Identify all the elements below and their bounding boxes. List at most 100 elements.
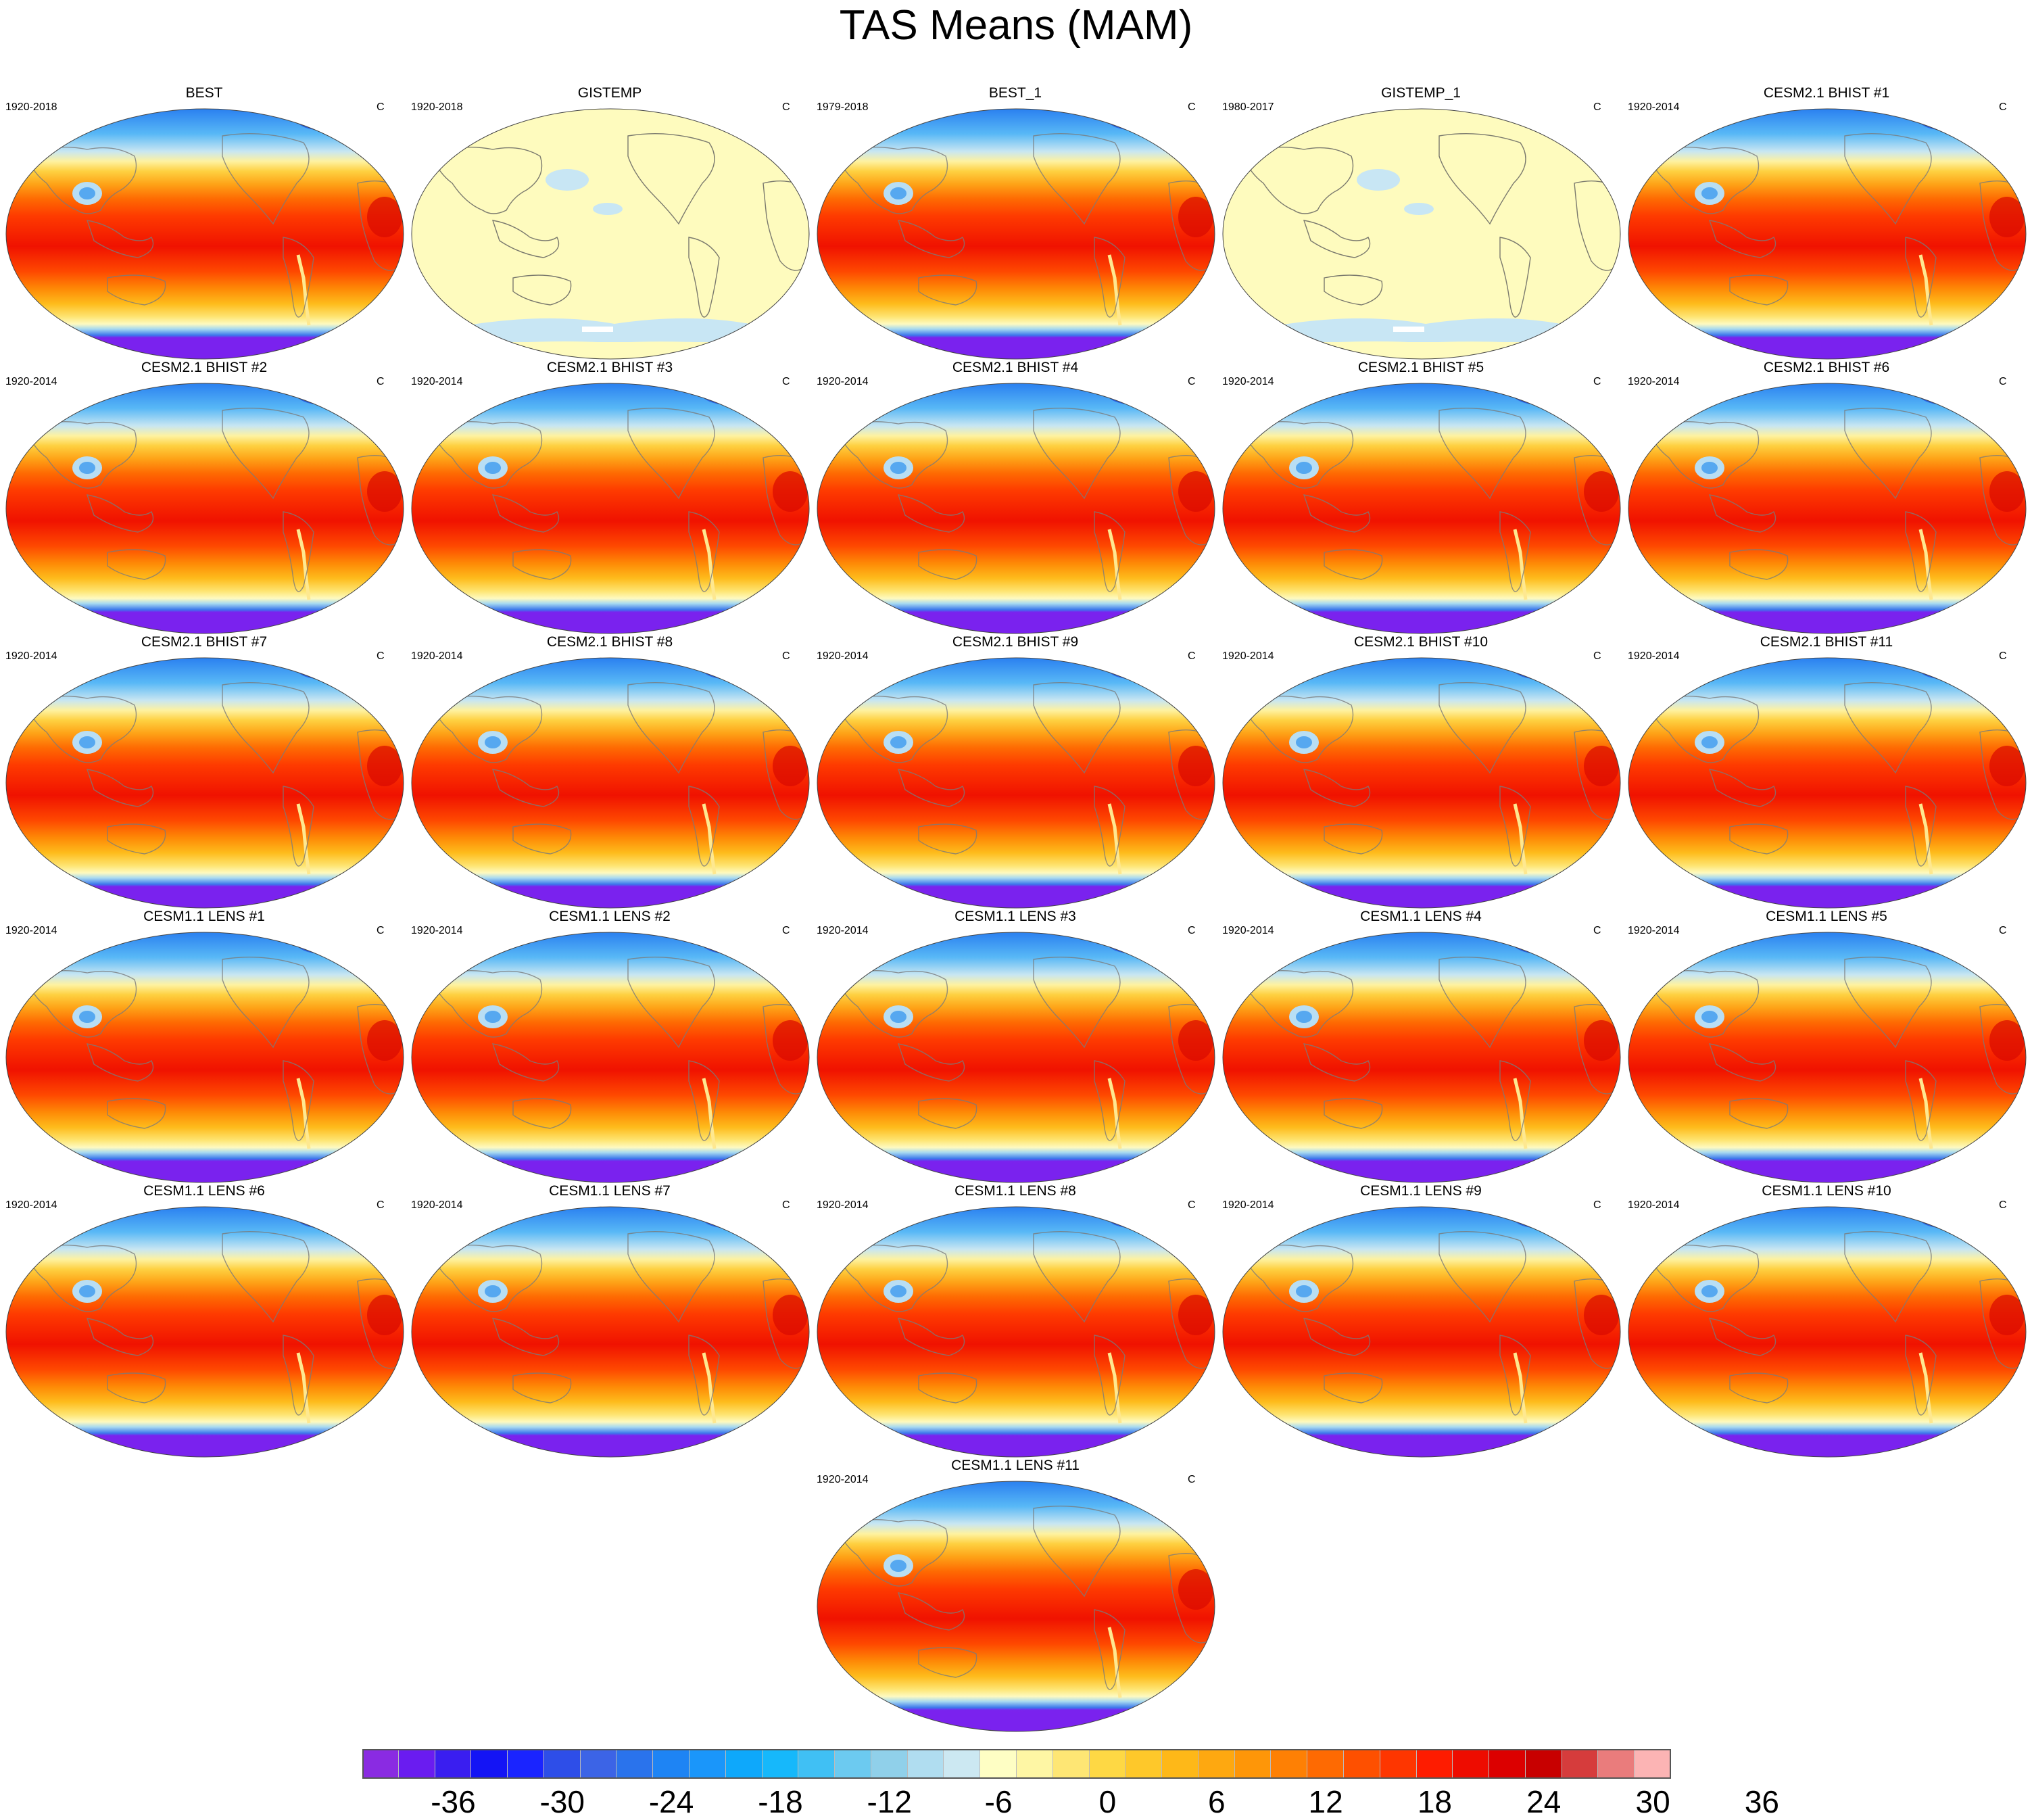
coastline	[627, 407, 715, 500]
tibet-cold-core	[79, 1285, 95, 1297]
andes-cool-streak	[1918, 803, 1933, 875]
map-boundary	[5, 932, 404, 1183]
panel-period: 1979-2018	[817, 101, 869, 113]
tibet-cold-core	[1296, 1285, 1312, 1297]
coastline	[302, 661, 349, 679]
coastline	[107, 1372, 166, 1404]
colorbar-tick-label: 0	[1098, 1784, 1117, 1819]
coastline	[1729, 1098, 1789, 1129]
colorbar-box	[690, 1749, 726, 1777]
colorbar-tick-label: -6	[984, 1784, 1013, 1819]
coastline	[1519, 936, 1566, 954]
colorbar-box	[980, 1749, 1017, 1777]
andes-cool-streak	[296, 254, 311, 326]
coastline	[1648, 147, 1760, 214]
coastline	[837, 421, 948, 489]
africa-hot-patch	[1584, 1295, 1619, 1335]
colorbar-tick-label: 36	[1744, 1784, 1780, 1819]
temperature-field	[6, 383, 404, 633]
map-boundary	[1628, 657, 2027, 909]
antarctica-cold	[1263, 886, 1588, 908]
panel-units: C	[377, 1199, 385, 1211]
coastline	[1324, 549, 1383, 580]
map-panel: CESM1.1 LENS #1 1920-2014 C	[1, 909, 407, 1186]
panel-units: C	[1188, 650, 1196, 662]
map-panel: CESM1.1 LENS #6 1920-2014 C	[1, 1183, 407, 1460]
coastline	[1979, 729, 2026, 820]
tibet-cold-core	[1296, 462, 1312, 474]
coastline	[1168, 454, 1215, 546]
antarctica-cold	[452, 886, 777, 908]
coastline	[1499, 237, 1531, 318]
tibet-cold-core	[79, 1011, 95, 1023]
coastline	[708, 936, 754, 954]
coastline	[1905, 786, 1937, 867]
coastline	[1905, 237, 1937, 318]
tibet-cold-core	[890, 1285, 906, 1297]
andes-cool-streak	[702, 803, 717, 875]
coastline	[763, 1278, 809, 1369]
panel-title: CESM2.1 BHIST #8	[546, 634, 673, 650]
tibet-cold-core	[1296, 1011, 1312, 1023]
coastline	[1499, 511, 1531, 592]
africa-hot-patch	[1584, 1020, 1619, 1061]
map-panel: CESM2.1 BHIST #4 1920-2014 C	[813, 360, 1218, 637]
coastline	[918, 823, 977, 855]
coastline	[837, 696, 948, 763]
map-boundary	[1628, 383, 2027, 634]
coastline	[26, 1245, 137, 1312]
map-boundary	[1222, 108, 1621, 360]
map-panel: GISTEMP_1 1980-2017 C	[1218, 85, 1624, 362]
map-plot	[411, 383, 810, 634]
africa-hot-patch	[773, 1295, 808, 1335]
africa-hot-patch	[1989, 471, 2025, 512]
map-plot	[817, 657, 1215, 909]
tibet-cold-core	[1296, 736, 1312, 748]
coastline	[86, 769, 154, 807]
map-plot	[411, 108, 810, 360]
panel-title: CESM1.1 LENS #1	[143, 909, 265, 924]
map-plot	[1628, 383, 2027, 634]
temperature-field	[1223, 1207, 1620, 1457]
panel-units: C	[1593, 101, 1601, 113]
colorbar-box	[1562, 1749, 1599, 1777]
temperature-field	[1628, 1207, 2026, 1457]
colorbar-tick-label: -36	[431, 1784, 476, 1819]
coastline	[86, 1318, 154, 1356]
map-plot	[5, 1206, 404, 1458]
coastline	[1113, 112, 1160, 130]
coastline	[431, 421, 543, 489]
coastline	[1033, 1505, 1121, 1598]
andes-cool-streak	[702, 1078, 717, 1149]
africa-hot-patch	[1989, 746, 2025, 786]
colorbar-box	[1344, 1749, 1380, 1777]
panel-units: C	[782, 925, 790, 936]
coastline	[1844, 681, 1932, 774]
panel-period: 1920-2014	[1628, 101, 1680, 113]
antarctica-cold	[1263, 1435, 1588, 1457]
colorbar-box	[907, 1749, 944, 1777]
coastline	[1242, 1245, 1354, 1312]
panel-period: 1980-2017	[1222, 101, 1274, 113]
coastline	[1168, 729, 1215, 820]
colorbar-box	[1017, 1749, 1053, 1777]
andes-cool-streak	[296, 1078, 311, 1149]
tibet-cold-core	[79, 736, 95, 748]
coastline	[283, 511, 314, 592]
panel-units: C	[782, 101, 790, 113]
colorbar-box	[543, 1749, 581, 1777]
map-panel: CESM1.1 LENS #10 1920-2014 C	[1624, 1183, 2029, 1460]
coastline	[1113, 1485, 1160, 1503]
map-panel: BEST_1 1979-2018 C	[813, 85, 1218, 362]
map-panel: CESM1.1 LENS #2 1920-2014 C	[407, 909, 813, 1186]
panel-period: 1920-2014	[411, 650, 463, 662]
coastline	[837, 1519, 948, 1587]
coastline	[357, 1278, 404, 1369]
andes-cool-streak	[702, 529, 717, 600]
antarctica-cold	[858, 1160, 1182, 1182]
coastline	[1438, 956, 1526, 1049]
coastline	[431, 970, 543, 1038]
map-panel: BEST 1920-2018 C	[1, 85, 407, 362]
temperature-field	[817, 1207, 1215, 1457]
coastline	[512, 823, 572, 855]
